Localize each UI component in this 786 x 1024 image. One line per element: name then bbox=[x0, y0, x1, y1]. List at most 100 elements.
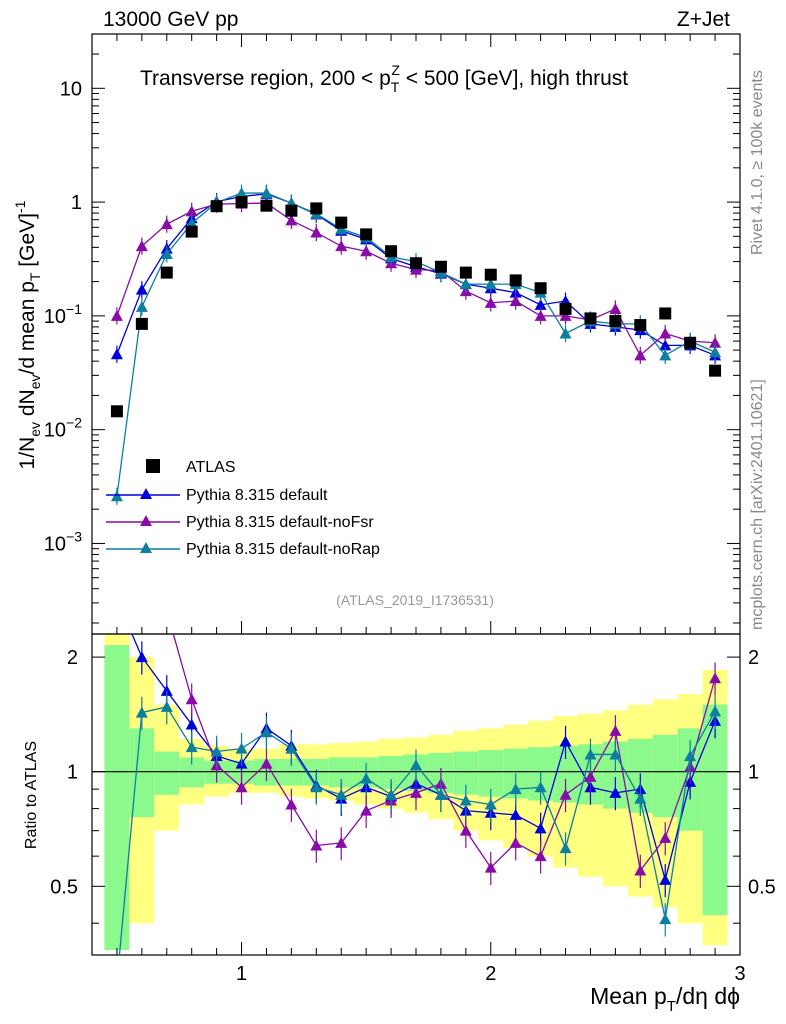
series-point bbox=[559, 327, 572, 339]
series-line bbox=[116, 202, 716, 357]
series-point bbox=[659, 349, 672, 361]
rivet-label: Rivet 4.1.0, ≥ 100k events bbox=[749, 70, 766, 255]
ratio-point bbox=[659, 913, 672, 925]
legend-norap-marker bbox=[140, 542, 152, 553]
ratio-y-tick-label-right: 1 bbox=[748, 762, 759, 784]
series-point bbox=[110, 490, 123, 502]
atlas-point bbox=[185, 225, 198, 238]
band-green bbox=[154, 751, 180, 795]
data-marks bbox=[110, 184, 722, 955]
ratio-point bbox=[684, 749, 697, 761]
ratio-point bbox=[484, 798, 497, 810]
ratio-point bbox=[609, 724, 622, 736]
atlas-point bbox=[285, 204, 298, 217]
y-tick-label: 10−2 bbox=[44, 415, 82, 442]
ratio-point bbox=[634, 792, 647, 804]
atlas-point bbox=[260, 199, 273, 212]
ratio-point bbox=[709, 705, 722, 717]
series-point bbox=[135, 300, 148, 312]
ratio-point bbox=[310, 839, 323, 851]
ratio-point bbox=[310, 781, 323, 793]
ratio-point bbox=[659, 873, 672, 885]
ratio-point bbox=[584, 748, 597, 760]
x-axis-label: Mean pT/dη dϕ bbox=[590, 983, 740, 1015]
ratio-point bbox=[459, 824, 472, 836]
atlas-point bbox=[484, 268, 497, 281]
band-green bbox=[652, 734, 678, 818]
ratio-point bbox=[385, 788, 398, 800]
ratio-point bbox=[509, 836, 522, 848]
ratio-point bbox=[360, 772, 373, 784]
ratio-point bbox=[434, 788, 447, 800]
ratio-point bbox=[584, 770, 597, 782]
series-point bbox=[160, 247, 173, 259]
atlas-point bbox=[634, 319, 647, 332]
atlas-point bbox=[584, 312, 597, 325]
atlas-point bbox=[360, 228, 373, 241]
series-point bbox=[709, 336, 722, 348]
y-tick-label: 1 bbox=[71, 192, 82, 214]
atlas-point bbox=[684, 336, 697, 349]
series-point bbox=[235, 187, 248, 199]
ratio-point bbox=[634, 864, 647, 876]
atlas-point bbox=[659, 307, 672, 320]
ratio-y-tick-label: 2 bbox=[67, 647, 78, 669]
series-point bbox=[659, 327, 672, 339]
series-point bbox=[110, 348, 123, 360]
mcplots-label: mcplots.cern.ch [arXiv:2401.10621] bbox=[749, 379, 766, 630]
x-tick-label: 1 bbox=[236, 963, 247, 985]
series-point bbox=[509, 295, 522, 307]
x-tick-label: 3 bbox=[734, 963, 745, 985]
y-tick-label: 10−1 bbox=[44, 301, 82, 328]
series-point bbox=[609, 302, 622, 314]
series-point bbox=[260, 187, 273, 199]
legend-nofsr-marker bbox=[140, 515, 152, 526]
atlas-point bbox=[534, 282, 547, 295]
analysis-id: (ATLAS_2019_I1736531) bbox=[336, 592, 494, 608]
ratio-bands bbox=[104, 634, 728, 951]
x-tick-label: 2 bbox=[485, 963, 496, 985]
ratio-point bbox=[210, 745, 223, 757]
ratio-point bbox=[185, 741, 198, 753]
legend-atlas-label: ATLAS bbox=[186, 459, 236, 476]
header-right: Z+Jet bbox=[677, 8, 730, 31]
ratio-point bbox=[659, 831, 672, 843]
ratio-point bbox=[410, 786, 422, 798]
ratio-point bbox=[534, 822, 547, 834]
series-point bbox=[709, 346, 722, 358]
atlas-point bbox=[410, 257, 422, 270]
series-point bbox=[360, 245, 373, 257]
atlas-point bbox=[135, 317, 148, 330]
series-point bbox=[185, 205, 198, 217]
ratio-point bbox=[160, 700, 173, 712]
plot-title: Transverse region, 200 < pTZ < 500 [GeV]… bbox=[140, 62, 628, 95]
ratio-point bbox=[509, 783, 522, 795]
series-point bbox=[484, 296, 497, 308]
atlas-point bbox=[235, 196, 248, 209]
atlas-point bbox=[160, 266, 173, 279]
y-axis-label-ratio: Ratio to ATLAS bbox=[23, 741, 40, 849]
ratio-point bbox=[410, 759, 422, 771]
series-point bbox=[634, 349, 647, 361]
ratio-point bbox=[335, 836, 348, 848]
header-left: 13000 GeV pp bbox=[103, 8, 238, 31]
atlas-point bbox=[509, 274, 522, 287]
ratio-point bbox=[285, 742, 298, 754]
ratio-point bbox=[559, 788, 572, 800]
series-point bbox=[459, 278, 472, 290]
atlas-point bbox=[335, 216, 348, 229]
series-point bbox=[534, 298, 547, 310]
atlas-point bbox=[110, 405, 123, 418]
ratio-y-tick-label-right: 2 bbox=[748, 647, 759, 669]
ratio-point bbox=[360, 804, 373, 816]
series-point bbox=[310, 226, 323, 238]
ratio-point bbox=[135, 651, 148, 663]
series-point bbox=[160, 218, 173, 230]
ratio-y-tick-label: 1 bbox=[67, 762, 78, 784]
ratio-point bbox=[185, 693, 198, 705]
legend-atlas-marker bbox=[146, 459, 160, 473]
series-point bbox=[110, 309, 123, 321]
ratio-point bbox=[609, 748, 622, 760]
ratio-point bbox=[335, 788, 348, 800]
ratio-point bbox=[559, 842, 572, 854]
